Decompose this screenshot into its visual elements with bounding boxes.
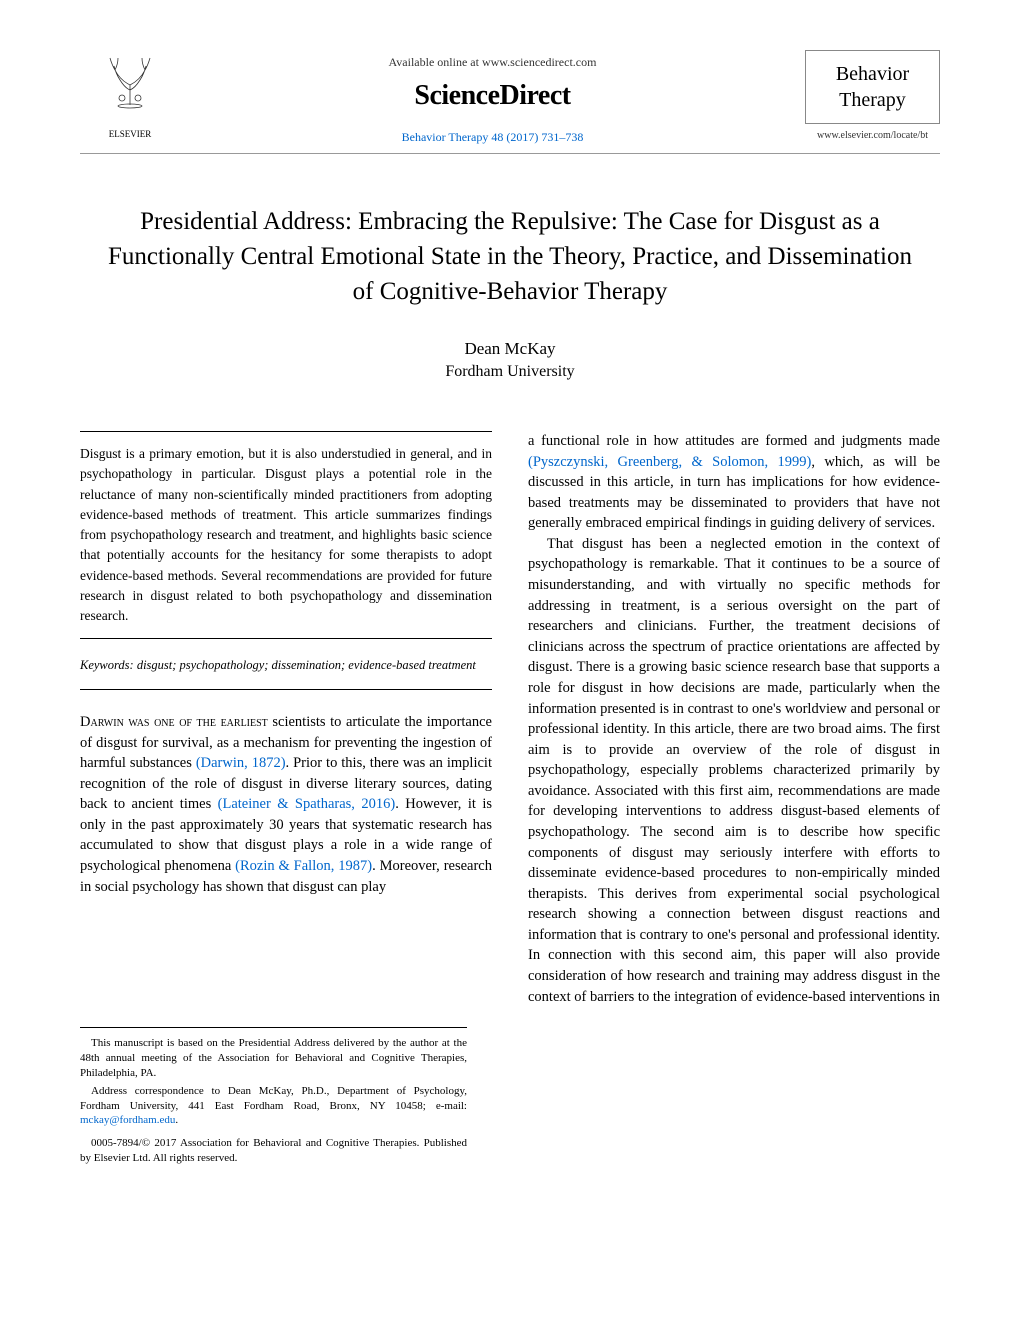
elsevier-label: ELSEVIER	[80, 129, 180, 139]
journal-box-block: Behavior Therapy www.elsevier.com/locate…	[805, 50, 940, 141]
right-para1: a functional role in how attitudes are f…	[528, 431, 940, 534]
right-column: a functional role in how attitudes are f…	[528, 431, 940, 1007]
right-para1-a: a functional role in how attitudes are f…	[528, 433, 940, 449]
journal-reference[interactable]: Behavior Therapy 48 (2017) 731–738	[180, 130, 805, 145]
elsevier-logo	[95, 50, 165, 125]
keywords-list: disgust; psychopathology; dissemination;…	[137, 658, 476, 672]
correspondence-end: .	[175, 1114, 178, 1126]
two-column-body: Disgust is a primary emotion, but it is …	[80, 431, 940, 1007]
author-email-link[interactable]: mckay@fordham.edu	[80, 1114, 175, 1126]
citation-pyszczynski[interactable]: (Pyszczynski, Greenberg, & Solomon, 1999…	[528, 454, 811, 470]
journal-box-line2: Therapy	[811, 87, 934, 113]
footnotes-block: This manuscript is based on the Presiden…	[80, 1027, 467, 1166]
lead-smallcaps: Darwin was one of the earliest	[80, 714, 268, 730]
journal-box-line1: Behavior	[811, 61, 934, 87]
available-online-text: Available online at www.sciencedirect.co…	[180, 55, 805, 70]
elsevier-tree-icon	[100, 50, 160, 110]
citation-lateiner[interactable]: (Lateiner & Spatharas, 2016)	[218, 796, 396, 812]
header-center: Available online at www.sciencedirect.co…	[180, 50, 805, 145]
article-title: Presidential Address: Embracing the Repu…	[100, 204, 920, 309]
journal-homepage-link[interactable]: www.elsevier.com/locate/bt	[805, 130, 940, 141]
left-column: Disgust is a primary emotion, but it is …	[80, 431, 492, 1007]
journal-title-box: Behavior Therapy	[805, 50, 940, 124]
publisher-logo-block: ELSEVIER	[80, 50, 180, 139]
citation-darwin[interactable]: (Darwin, 1872)	[196, 755, 286, 771]
keywords-block: Keywords: disgust; psychopathology; diss…	[80, 657, 492, 690]
citation-rozin[interactable]: (Rozin & Fallon, 1987)	[235, 858, 372, 874]
keywords-label: Keywords:	[80, 658, 134, 672]
page-header: ELSEVIER Available online at www.science…	[80, 50, 940, 154]
right-para2: That disgust has been a neglected emotio…	[528, 534, 940, 1007]
copyright-line: 0005-7894/© 2017 Association for Behavio…	[80, 1136, 467, 1166]
author-name: Dean McKay	[80, 339, 940, 359]
author-affiliation: Fordham University	[80, 363, 940, 381]
correspondence-text: Address correspondence to Dean McKay, Ph…	[80, 1085, 467, 1112]
sciencedirect-brand: ScienceDirect	[180, 80, 805, 112]
intro-paragraph: Darwin was one of the earliest scientist…	[80, 712, 492, 897]
abstract-block: Disgust is a primary emotion, but it is …	[80, 431, 492, 639]
footnote-presidential: This manuscript is based on the Presiden…	[80, 1036, 467, 1081]
footnote-correspondence: Address correspondence to Dean McKay, Ph…	[80, 1084, 467, 1129]
